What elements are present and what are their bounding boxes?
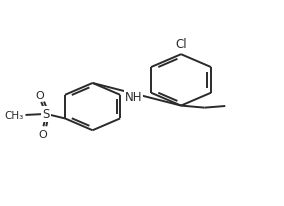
Text: O: O (36, 90, 45, 100)
Text: NH: NH (125, 91, 142, 104)
Text: S: S (43, 108, 50, 121)
Text: CH₃: CH₃ (4, 110, 23, 120)
Text: O: O (38, 129, 47, 139)
Text: Cl: Cl (175, 38, 187, 51)
